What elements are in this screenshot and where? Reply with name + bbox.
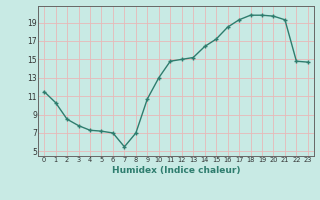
X-axis label: Humidex (Indice chaleur): Humidex (Indice chaleur) bbox=[112, 166, 240, 175]
